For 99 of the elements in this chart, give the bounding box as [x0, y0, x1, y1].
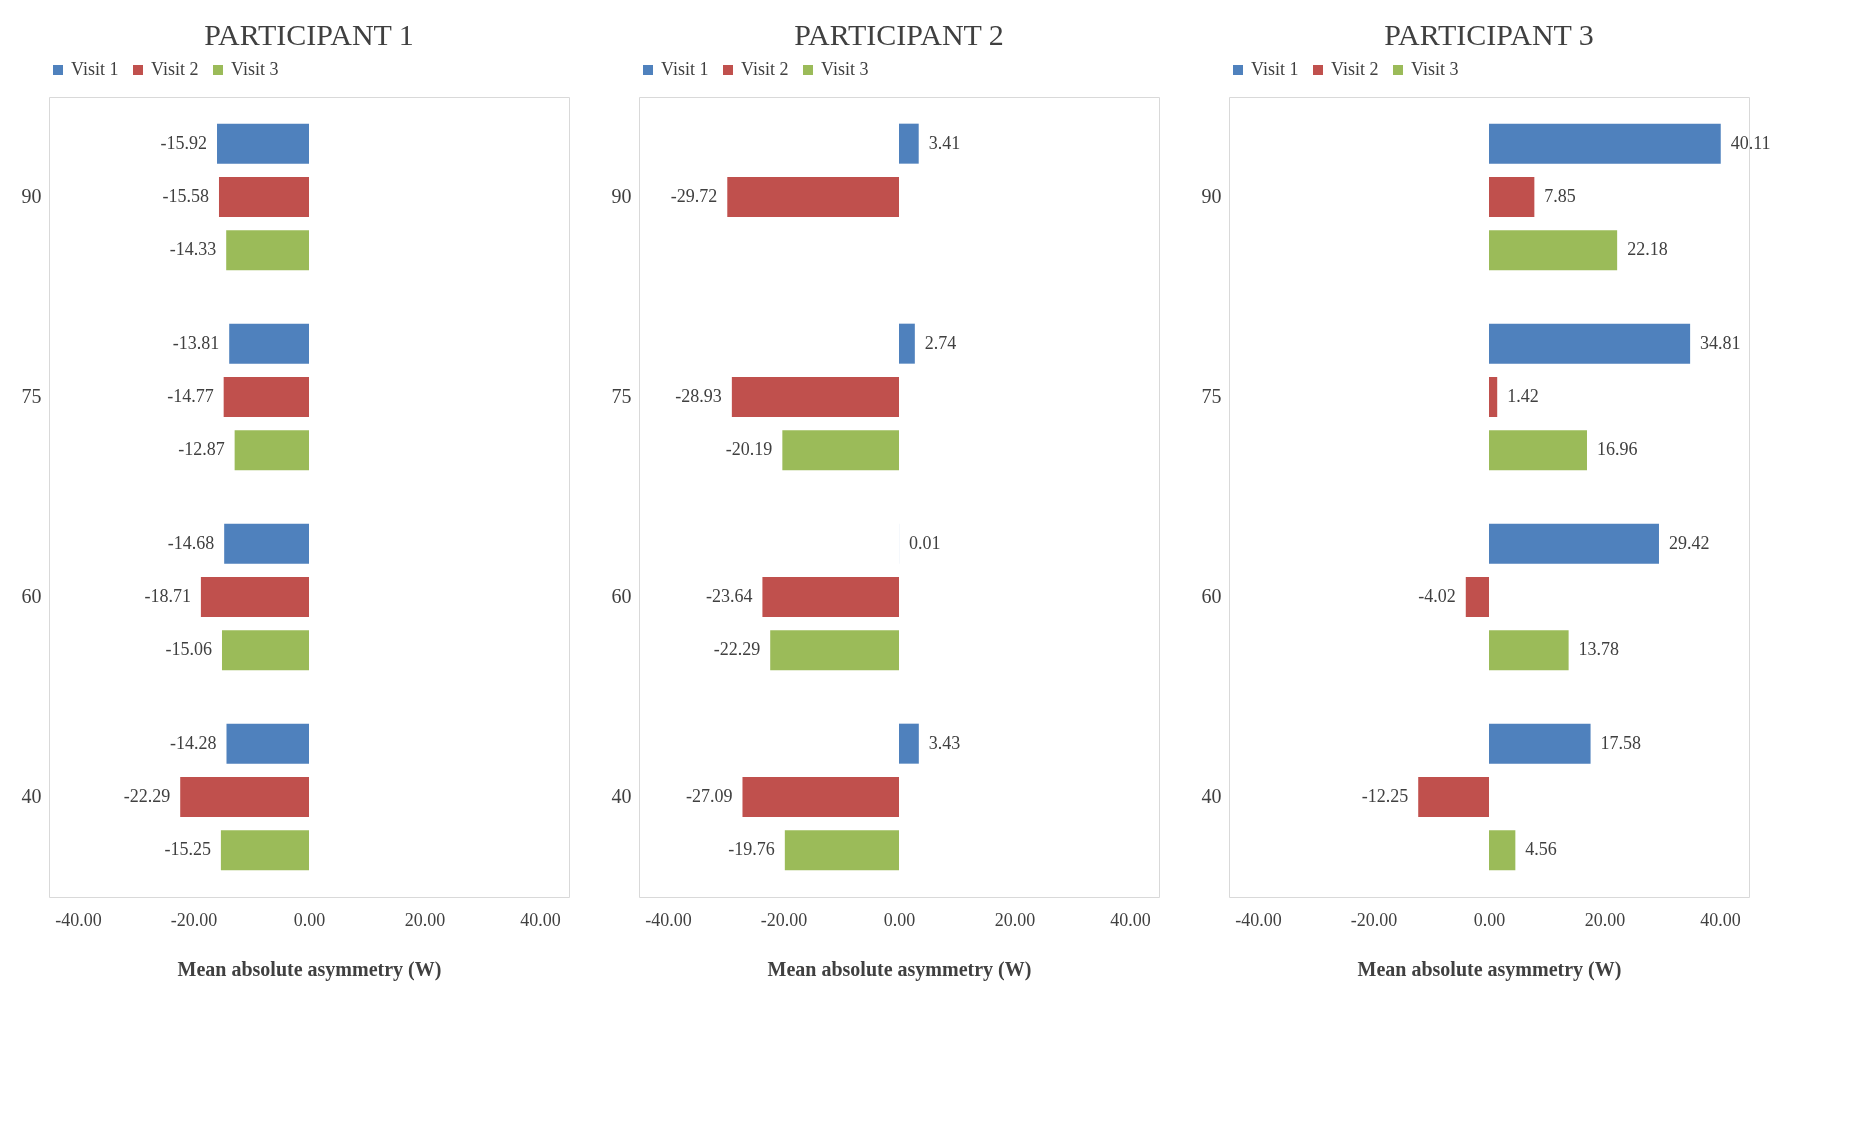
data-label: -14.33: [169, 239, 217, 260]
y-tick-label: 60: [1201, 585, 1222, 607]
y-tick-label: 90: [1201, 185, 1222, 207]
data-label: 22.18: [1627, 239, 1668, 260]
x-tick-label: -40.00: [55, 909, 102, 930]
bar: [1489, 630, 1569, 671]
bar: [1465, 577, 1489, 617]
data-label: -13.81: [172, 332, 220, 353]
x-tick-label: 20.00: [994, 909, 1036, 930]
data-label: 3.41: [928, 132, 961, 153]
legend-label: Visit 2: [151, 59, 199, 79]
legend-label: Visit 2: [1331, 59, 1379, 79]
bar: [727, 177, 899, 217]
bar: [1489, 523, 1659, 564]
y-tick-label: 75: [611, 385, 632, 407]
data-label: 16.96: [1596, 439, 1638, 460]
legend-label: Visit 3: [231, 59, 279, 79]
x-tick-label: 20.00: [404, 909, 446, 930]
legend-label: Visit 2: [741, 59, 789, 79]
data-label: -4.02: [1418, 586, 1456, 606]
bar: [1489, 177, 1535, 217]
legend-label: Visit 1: [661, 59, 709, 79]
data-label: 34.81: [1700, 332, 1741, 353]
legend-label: Visit 3: [1411, 59, 1459, 79]
bar: [1489, 430, 1587, 471]
data-label: -28.93: [675, 386, 722, 406]
data-label: -12.87: [178, 439, 225, 460]
bar: [731, 377, 899, 417]
data-label: 29.42: [1668, 532, 1710, 553]
bar: [1489, 377, 1498, 417]
bar: [1489, 723, 1591, 764]
data-label: -15.06: [165, 639, 212, 660]
x-tick-label: 40.00: [1700, 909, 1741, 930]
data-label: -14.68: [167, 532, 215, 553]
bar: [1489, 230, 1618, 271]
data-label: 40.11: [1730, 132, 1771, 153]
bar: [899, 323, 915, 364]
data-label: -22.29: [123, 786, 171, 806]
y-tick-label: 60: [21, 585, 42, 607]
bar: [762, 577, 899, 617]
y-tick-label: 90: [21, 185, 42, 207]
data-label: -29.72: [670, 186, 718, 206]
bar: [770, 630, 899, 671]
y-tick-label: 40: [611, 785, 632, 807]
legend-label: Visit 3: [821, 59, 869, 79]
data-label: 1.42: [1507, 386, 1539, 406]
x-tick-label: 20.00: [1584, 909, 1626, 930]
x-tick-label: -40.00: [645, 909, 692, 930]
data-label: -20.19: [725, 439, 773, 460]
y-tick-label: 60: [611, 585, 632, 607]
y-tick-label: 75: [21, 385, 42, 407]
bar: [784, 830, 899, 871]
data-label: -27.09: [685, 786, 733, 806]
chart-title: PARTICIPANT 1: [204, 18, 414, 51]
bar: [899, 123, 919, 164]
data-label: -12.25: [1361, 786, 1409, 806]
data-label: -15.25: [164, 839, 211, 860]
x-tick-label: 0.00: [1473, 909, 1506, 930]
x-tick-label: 0.00: [293, 909, 326, 930]
legend-label: Visit 1: [1251, 59, 1299, 79]
bar: [1489, 323, 1691, 364]
x-tick-label: -20.00: [1350, 909, 1398, 930]
data-label: 4.56: [1525, 839, 1557, 860]
data-label: -19.76: [728, 839, 775, 860]
x-axis-title: Mean absolute asymmetry (W): [177, 957, 442, 981]
data-label: 0.01: [909, 532, 941, 553]
data-label: -22.29: [713, 639, 761, 660]
x-tick-label: -40.00: [1235, 909, 1282, 930]
bar: [1418, 777, 1489, 817]
data-label: 7.85: [1544, 186, 1576, 206]
data-label: -18.71: [144, 586, 191, 606]
chart-title: PARTICIPANT 2: [794, 18, 1004, 51]
x-tick-label: -20.00: [170, 909, 218, 930]
x-tick-label: 40.00: [520, 909, 561, 930]
legend-label: Visit 1: [71, 59, 119, 79]
chart-title: PARTICIPANT 3: [1384, 18, 1594, 51]
x-axis-title: Mean absolute asymmetry (W): [1357, 957, 1622, 981]
y-tick-label: 90: [611, 185, 632, 207]
data-label: -23.64: [705, 586, 753, 606]
data-label: -14.77: [167, 386, 214, 406]
bar: [742, 777, 899, 817]
bar: [899, 723, 919, 764]
x-tick-label: 0.00: [883, 909, 916, 930]
x-tick-label: -20.00: [760, 909, 808, 930]
data-label: -14.28: [169, 732, 217, 753]
data-label: 2.74: [924, 332, 957, 353]
bar: [1489, 830, 1516, 871]
x-axis-title: Mean absolute asymmetry (W): [767, 957, 1032, 981]
bar: [1489, 123, 1721, 164]
y-tick-label: 40: [1201, 785, 1222, 807]
y-tick-label: 40: [21, 785, 42, 807]
data-label: 17.58: [1600, 732, 1642, 753]
data-label: -15.92: [160, 132, 208, 153]
data-label: 3.43: [928, 732, 961, 753]
data-label: -15.58: [162, 186, 209, 206]
data-label: 13.78: [1578, 639, 1620, 660]
y-tick-label: 75: [1201, 385, 1222, 407]
bar: [782, 430, 899, 471]
x-tick-label: 40.00: [1110, 909, 1151, 930]
